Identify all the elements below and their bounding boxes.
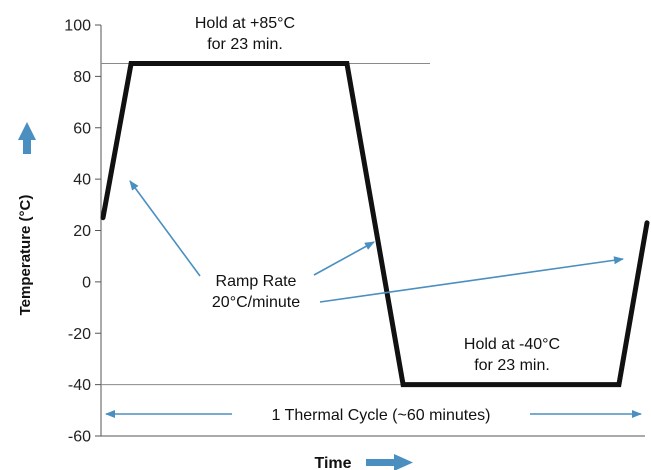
ramp-arrow-to-fall: [313, 241, 375, 276]
x-axis-label: Time: [314, 455, 351, 470]
y-tick-label: -20: [68, 326, 91, 343]
y-axis-direction-arrow: [18, 122, 36, 154]
y-axis-label: Temperature (°C): [17, 195, 34, 316]
hold-high-label-line1: Hold at +85°C: [195, 15, 295, 32]
reference-lines: [101, 63, 430, 386]
y-axis-ticks: 100 80 60 40 20 0 -20 -40 -60: [64, 18, 101, 446]
hold-low-label-line1: Hold at -40°C: [464, 336, 560, 353]
x-axis-direction-arrow: [366, 454, 413, 470]
y-tick-label: 40: [73, 172, 91, 189]
ramp-arrow-to-final-rise: [319, 256, 624, 303]
ramp-rate-label-line2: 20°C/minute: [212, 294, 300, 311]
temperature-series: [100, 61, 650, 388]
y-tick-label: 60: [73, 120, 91, 137]
temperature-profile-line: [100, 61, 650, 388]
thermal-cycle-label: 1 Thermal Cycle (~60 minutes): [272, 407, 491, 424]
hold-high-label-line2: for 23 min.: [207, 36, 283, 53]
y-tick-label: 0: [82, 274, 91, 291]
y-tick-label: 20: [73, 223, 91, 240]
hold-low-label-line2: for 23 min.: [474, 357, 550, 374]
y-tick-label: -40: [68, 377, 91, 394]
y-tick-label: 80: [73, 69, 91, 86]
y-tick-label: -60: [68, 429, 91, 446]
ramp-rate-label-line1: Ramp Rate: [216, 273, 297, 290]
y-tick-label: 100: [64, 18, 91, 35]
ramp-arrow-to-first-rise: [129, 180, 201, 277]
